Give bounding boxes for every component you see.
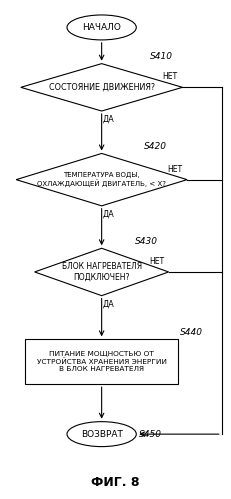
Text: БЛОК НАГРЕВАТЕЛЯ
ПОДКЛЮЧЕН?: БЛОК НАГРЕВАТЕЛЯ ПОДКЛЮЧЕН? <box>62 262 142 281</box>
Text: ДА: ДА <box>103 299 114 309</box>
Text: ТЕМПЕРАТУРА ВОДЫ,
ОХЛАЖДАЮЩЕЙ ДВИГАТЕЛЬ, < Х?: ТЕМПЕРАТУРА ВОДЫ, ОХЛАЖДАЮЩЕЙ ДВИГАТЕЛЬ,… <box>37 172 166 187</box>
Text: НЕТ: НЕТ <box>163 72 178 81</box>
Text: ДА: ДА <box>103 210 114 219</box>
Text: S440: S440 <box>180 328 203 337</box>
Text: НЕТ: НЕТ <box>167 165 182 174</box>
Text: ВОЗВРАТ: ВОЗВРАТ <box>81 430 123 439</box>
Text: ПИТАНИЕ МОЩНОСТЬЮ ОТ
УСТРОЙСТВА ХРАНЕНИЯ ЭНЕРГИИ
В БЛОК НАГРЕВАТЕЛЯ: ПИТАНИЕ МОЩНОСТЬЮ ОТ УСТРОЙСТВА ХРАНЕНИЯ… <box>37 351 167 372</box>
Text: ДА: ДА <box>103 115 114 124</box>
Text: S420: S420 <box>144 142 167 151</box>
Text: S450: S450 <box>139 430 162 439</box>
Text: ФИГ. 8: ФИГ. 8 <box>91 476 140 489</box>
Text: НЕТ: НЕТ <box>149 257 164 266</box>
Text: НАЧАЛО: НАЧАЛО <box>82 23 121 32</box>
Text: S410: S410 <box>150 52 173 61</box>
Text: СОСТОЯНИЕ ДВИЖЕНИЯ?: СОСТОЯНИЕ ДВИЖЕНИЯ? <box>49 83 155 92</box>
Text: S430: S430 <box>135 237 158 246</box>
